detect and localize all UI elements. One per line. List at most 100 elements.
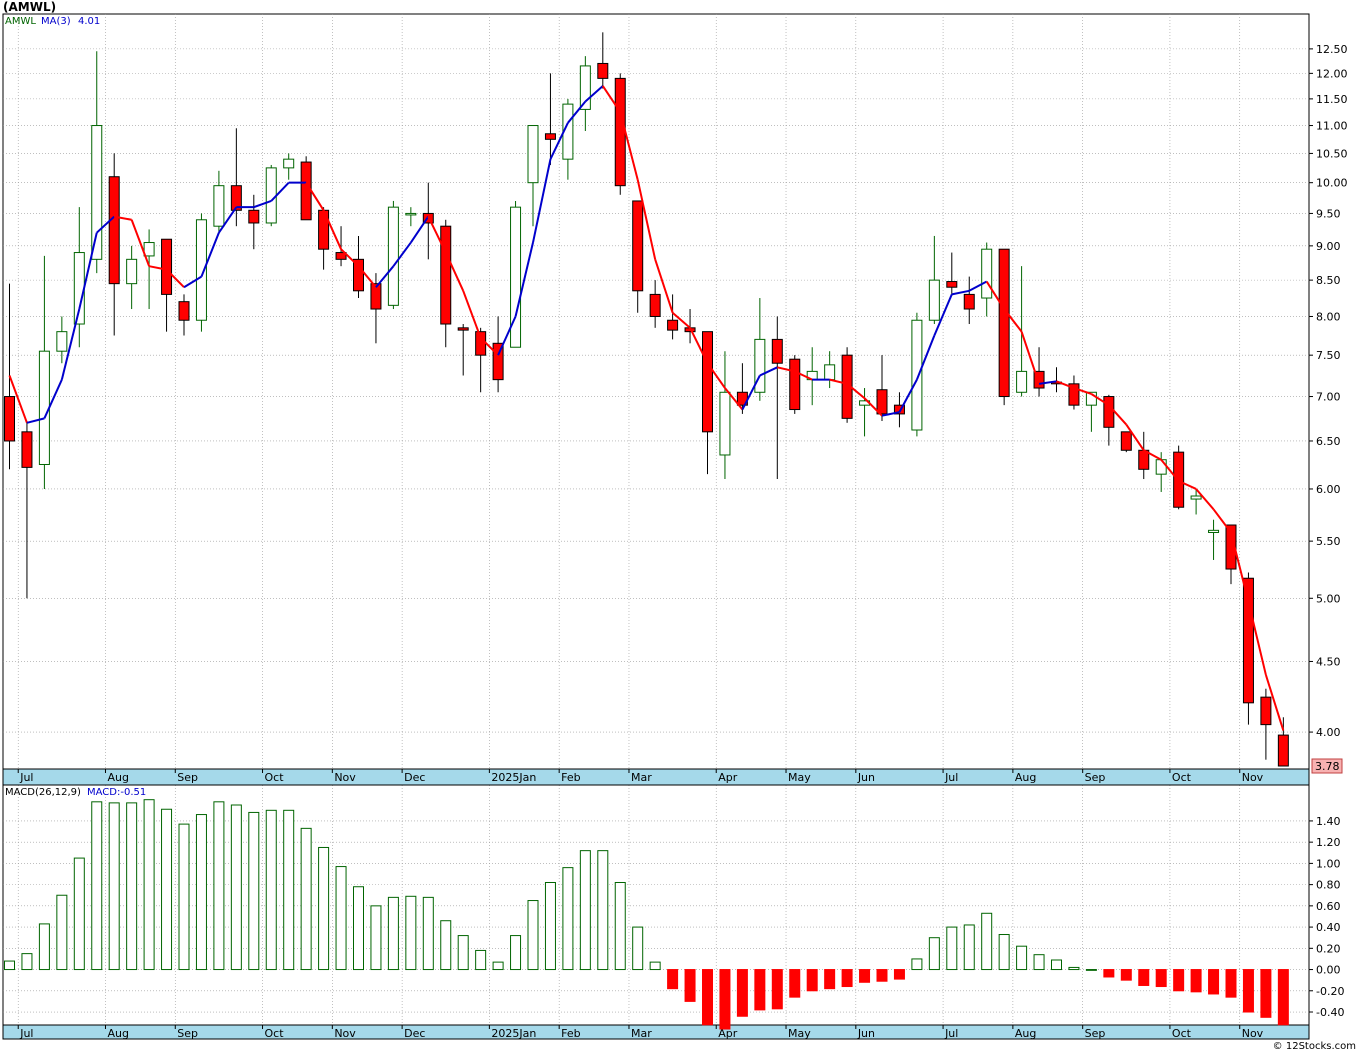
macd-bar — [632, 926, 644, 971]
date-tick-label: Jul — [944, 1027, 958, 1040]
candle-body — [1103, 396, 1115, 428]
date-tick-label: Jun — [857, 1027, 875, 1040]
macd-bar — [492, 961, 504, 971]
date-tick-label: Jul — [19, 771, 33, 784]
ma-segment — [357, 265, 377, 288]
candle-body — [56, 331, 68, 352]
candle-body — [4, 396, 15, 442]
ma-segment — [1020, 331, 1040, 385]
ma-segment — [148, 265, 167, 271]
macd-bar — [544, 881, 556, 971]
ma-segment — [951, 289, 970, 296]
macd-bar — [579, 850, 591, 971]
macd-bar — [1138, 969, 1150, 986]
price-tick-label: 10.50 — [1316, 147, 1348, 160]
ma-segment — [305, 182, 325, 211]
ma-segment — [985, 281, 1005, 310]
price-tick-label: 4.00 — [1316, 726, 1341, 739]
macd-tick-label: 0.20 — [1316, 942, 1341, 955]
macd-bar — [562, 867, 574, 971]
macd-bar — [230, 804, 242, 971]
ma-segment — [584, 85, 604, 103]
candle-body — [527, 125, 539, 184]
macd-bar — [353, 886, 364, 971]
candle-body — [510, 206, 522, 348]
ma-segment — [777, 366, 795, 373]
price-tick-label: 11.50 — [1316, 93, 1348, 106]
ma-segment — [479, 337, 499, 356]
ma-segment — [218, 206, 238, 234]
candle-body — [440, 225, 452, 325]
macd-bar — [178, 823, 190, 971]
price-tick-label: 8.50 — [1316, 274, 1341, 287]
macd-bar — [457, 935, 469, 971]
candle-body — [1277, 734, 1289, 767]
macd-tick-label: 0.40 — [1316, 921, 1341, 934]
candle-body — [143, 242, 155, 257]
ma-segment — [1212, 508, 1232, 534]
date-tick-label: Aug — [107, 1027, 128, 1040]
macd-tick-label: 1.00 — [1316, 857, 1341, 870]
macd-bar — [754, 969, 766, 1011]
candle-body — [981, 248, 993, 299]
candle-body — [1242, 577, 1254, 704]
macd-bar — [998, 934, 1010, 971]
macd-bar — [1277, 969, 1289, 1026]
macd-bar — [1260, 969, 1272, 1018]
candle-body — [544, 133, 556, 140]
macd-bar — [527, 900, 539, 971]
candle-body — [248, 209, 260, 224]
ma-segment — [410, 216, 430, 244]
legend-macd-label: MACD(26,12,9) — [5, 787, 81, 798]
macd-bar — [614, 881, 626, 971]
candle-body — [754, 338, 766, 393]
ma-segment — [689, 327, 709, 364]
chart-title: (AMWL) — [3, 0, 57, 14]
candle-body — [178, 301, 190, 321]
date-tick-label: Oct — [265, 1027, 285, 1040]
ma-segment — [392, 241, 412, 267]
macd-bar — [667, 969, 679, 990]
ma-segment — [741, 375, 761, 410]
date-tick-label: Aug — [107, 771, 128, 784]
macd-bar — [335, 866, 347, 971]
ma-segment — [654, 259, 674, 314]
candle-body — [893, 404, 905, 415]
ma-segment — [462, 290, 482, 339]
macd-tick-label: 1.20 — [1316, 836, 1341, 849]
price-tick-label: 6.50 — [1316, 435, 1341, 448]
macd-bar — [38, 923, 50, 971]
ma-segment — [270, 181, 290, 202]
date-tick-label: Jun — [857, 771, 875, 784]
macd-bar — [1016, 945, 1028, 971]
candle-body — [1068, 383, 1080, 406]
date-tick-label: Nov — [1242, 1027, 1264, 1040]
candle-body — [771, 338, 783, 364]
candle-body — [283, 158, 295, 169]
candle-body — [370, 283, 382, 310]
candle-body — [38, 350, 50, 465]
ma-segment — [43, 379, 63, 419]
ma-segment — [601, 85, 622, 113]
candle-body — [405, 212, 417, 216]
macd-bar — [963, 924, 975, 971]
date-tick-label: 2025Jan — [491, 771, 536, 784]
ma-segment — [322, 209, 342, 250]
ma-segment — [96, 215, 115, 234]
macd-bar — [213, 801, 225, 971]
macd-bar — [1225, 969, 1237, 998]
ma-segment — [1264, 674, 1285, 731]
macd-bar — [265, 809, 277, 971]
candle-body — [719, 391, 731, 456]
candle-body — [353, 258, 364, 292]
price-tick-label: 11.00 — [1316, 120, 1348, 133]
date-tick-label: 2025Jan — [491, 1027, 536, 1040]
candle-body — [614, 77, 626, 187]
macd-bar — [440, 920, 452, 971]
date-tick-label: Aug — [1015, 1027, 1036, 1040]
ma-segment — [671, 311, 691, 329]
ma-segment — [898, 379, 918, 413]
price-tick-label: 9.50 — [1316, 207, 1341, 220]
macd-tick-label: 0.80 — [1316, 879, 1341, 892]
ma-segment — [78, 232, 98, 310]
